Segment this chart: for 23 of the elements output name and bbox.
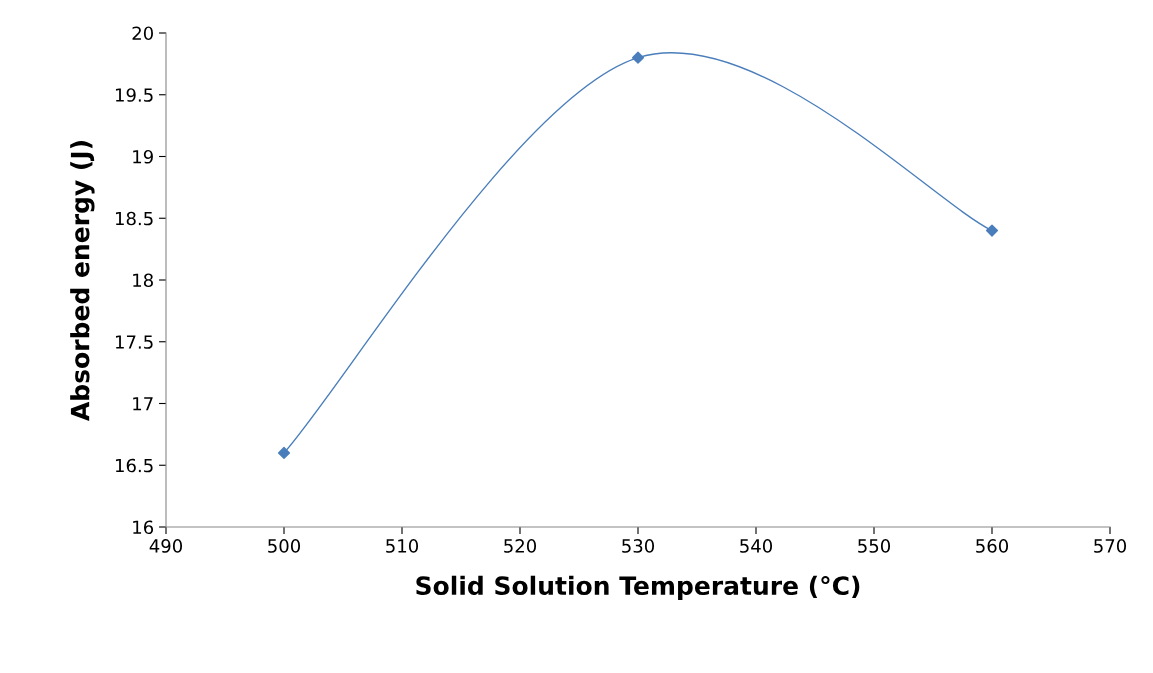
point bbox=[631, 51, 645, 64]
x-tick-label: 520 bbox=[504, 539, 537, 553]
y-tick-label: 18.5 bbox=[115, 211, 153, 226]
x-axis-title: Solid Solution Temperature (°C) bbox=[416, 575, 860, 600]
x-tick-label: 540 bbox=[740, 539, 773, 553]
x-tick-label: 530 bbox=[622, 539, 655, 553]
x-tick-label: 490 bbox=[149, 539, 183, 553]
y-tick-label: 16.5 bbox=[115, 458, 153, 473]
y-tick-label: 18 bbox=[133, 273, 153, 288]
point bbox=[277, 446, 291, 459]
y-tick-label: 19 bbox=[133, 149, 153, 164]
x-tick-label: 550 bbox=[858, 539, 891, 553]
x-tick-label: 570 bbox=[1094, 539, 1127, 553]
y-tick-label: 17.5 bbox=[115, 335, 153, 349]
y-tick-label: 20 bbox=[132, 26, 153, 41]
x-tick-label: 500 bbox=[268, 539, 301, 553]
y-tick-label: 16 bbox=[133, 520, 154, 535]
y-tick-label: 19.5 bbox=[115, 88, 153, 102]
x-tick-label: 510 bbox=[386, 539, 419, 553]
y-axis-title: Absorbed energy (J) bbox=[70, 141, 95, 421]
x-tick-label: 560 bbox=[976, 539, 1009, 553]
point bbox=[985, 224, 999, 237]
y-tick-label: 17 bbox=[133, 397, 153, 411]
